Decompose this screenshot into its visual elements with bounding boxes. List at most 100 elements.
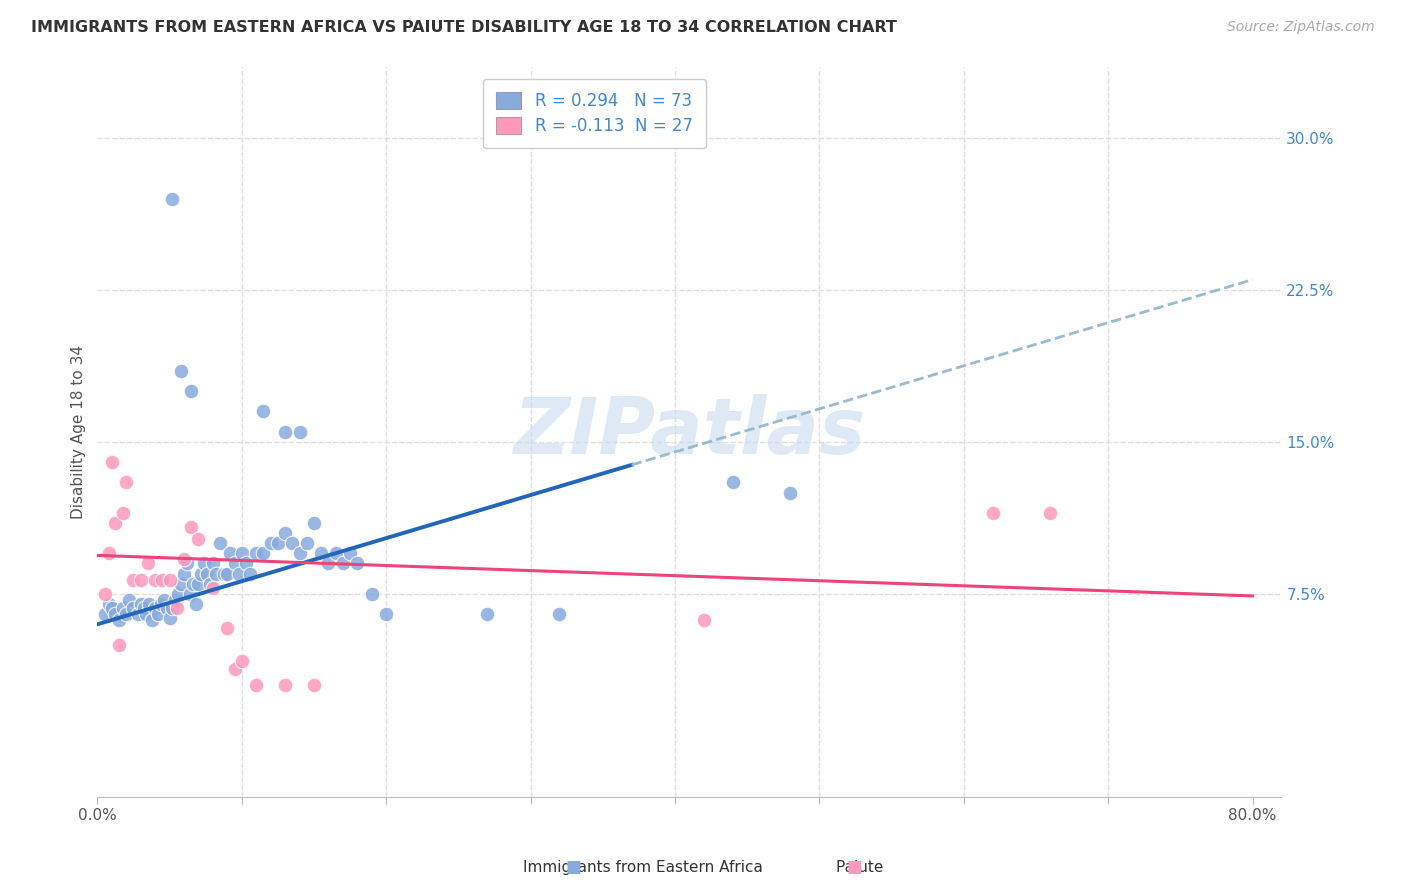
Point	[231, 654, 253, 668]
Text: Source: ZipAtlas.com: Source: ZipAtlas.com	[1227, 20, 1375, 34]
Point	[239, 566, 262, 581]
Point	[97, 597, 120, 611]
Point	[173, 552, 195, 566]
Point	[129, 573, 152, 587]
Point	[101, 455, 124, 469]
Point	[190, 566, 212, 581]
Point	[115, 607, 138, 622]
Point	[93, 607, 115, 622]
Point	[159, 611, 181, 625]
Text: Immigrants from Eastern Africa               Paiute: Immigrants from Eastern Africa Paiute	[523, 860, 883, 874]
Point	[146, 607, 169, 622]
Point	[325, 546, 347, 560]
Point	[165, 593, 187, 607]
Point	[143, 573, 166, 587]
Point	[274, 678, 297, 692]
Point	[136, 557, 159, 571]
Point	[166, 601, 188, 615]
Point	[274, 526, 297, 541]
Point	[195, 566, 218, 581]
Point	[127, 607, 149, 622]
Point	[150, 573, 173, 587]
Point	[141, 613, 163, 627]
Point	[332, 557, 354, 571]
Point	[214, 566, 236, 581]
Point	[375, 607, 398, 622]
Point	[201, 581, 224, 595]
Point	[281, 536, 304, 550]
Point	[235, 557, 257, 571]
Point	[93, 587, 115, 601]
Point	[302, 516, 325, 530]
Point	[231, 546, 253, 560]
Point	[122, 573, 145, 587]
Point	[149, 597, 172, 611]
Text: ZIPatlas: ZIPatlas	[513, 393, 866, 470]
Point	[108, 638, 131, 652]
Point	[187, 532, 209, 546]
Point	[318, 557, 340, 571]
Point	[176, 557, 198, 571]
Point	[288, 425, 311, 439]
Point	[181, 576, 204, 591]
Point	[224, 557, 246, 571]
Point	[252, 546, 274, 560]
Point	[162, 192, 184, 206]
Point	[179, 587, 201, 601]
Point	[173, 566, 195, 581]
Text: ■: ■	[565, 858, 582, 876]
Point	[170, 576, 193, 591]
Point	[204, 566, 226, 581]
Point	[170, 364, 193, 378]
Point	[122, 601, 145, 615]
Point	[288, 546, 311, 560]
Y-axis label: Disability Age 18 to 34: Disability Age 18 to 34	[72, 344, 86, 519]
Point	[309, 546, 332, 560]
Point	[156, 601, 179, 615]
Point	[209, 536, 232, 550]
Point	[112, 506, 135, 520]
Point	[346, 557, 368, 571]
Point	[180, 384, 202, 399]
Point	[159, 573, 181, 587]
Point	[245, 546, 267, 560]
Point	[97, 546, 120, 560]
Point	[224, 662, 246, 676]
Point	[152, 593, 174, 607]
Point	[477, 607, 499, 622]
Point	[198, 576, 221, 591]
Point	[104, 607, 127, 622]
Point	[295, 536, 318, 550]
Point	[219, 546, 242, 560]
Point	[693, 613, 716, 627]
Point	[252, 404, 274, 418]
Text: IMMIGRANTS FROM EASTERN AFRICA VS PAIUTE DISABILITY AGE 18 TO 34 CORRELATION CHA: IMMIGRANTS FROM EASTERN AFRICA VS PAIUTE…	[31, 20, 897, 35]
Point	[259, 536, 281, 550]
Point	[217, 566, 239, 581]
Point	[138, 597, 160, 611]
Point	[135, 607, 157, 622]
Point	[721, 475, 744, 490]
Point	[180, 520, 202, 534]
Point	[302, 678, 325, 692]
Point	[201, 557, 224, 571]
Point	[228, 566, 250, 581]
Point	[217, 621, 239, 635]
Point	[101, 601, 124, 615]
Point	[108, 613, 131, 627]
Point	[339, 546, 361, 560]
Point	[167, 587, 190, 601]
Point	[129, 597, 152, 611]
Point	[115, 475, 138, 490]
Point	[274, 425, 297, 439]
Point	[162, 601, 184, 615]
Point	[1039, 506, 1062, 520]
Point	[779, 485, 801, 500]
Point	[245, 678, 267, 692]
Legend: R = 0.294   N = 73, R = -0.113  N = 27: R = 0.294 N = 73, R = -0.113 N = 27	[484, 78, 706, 148]
Point	[118, 593, 141, 607]
Point	[143, 601, 166, 615]
Point	[548, 607, 571, 622]
Point	[112, 601, 135, 615]
Point	[104, 516, 127, 530]
